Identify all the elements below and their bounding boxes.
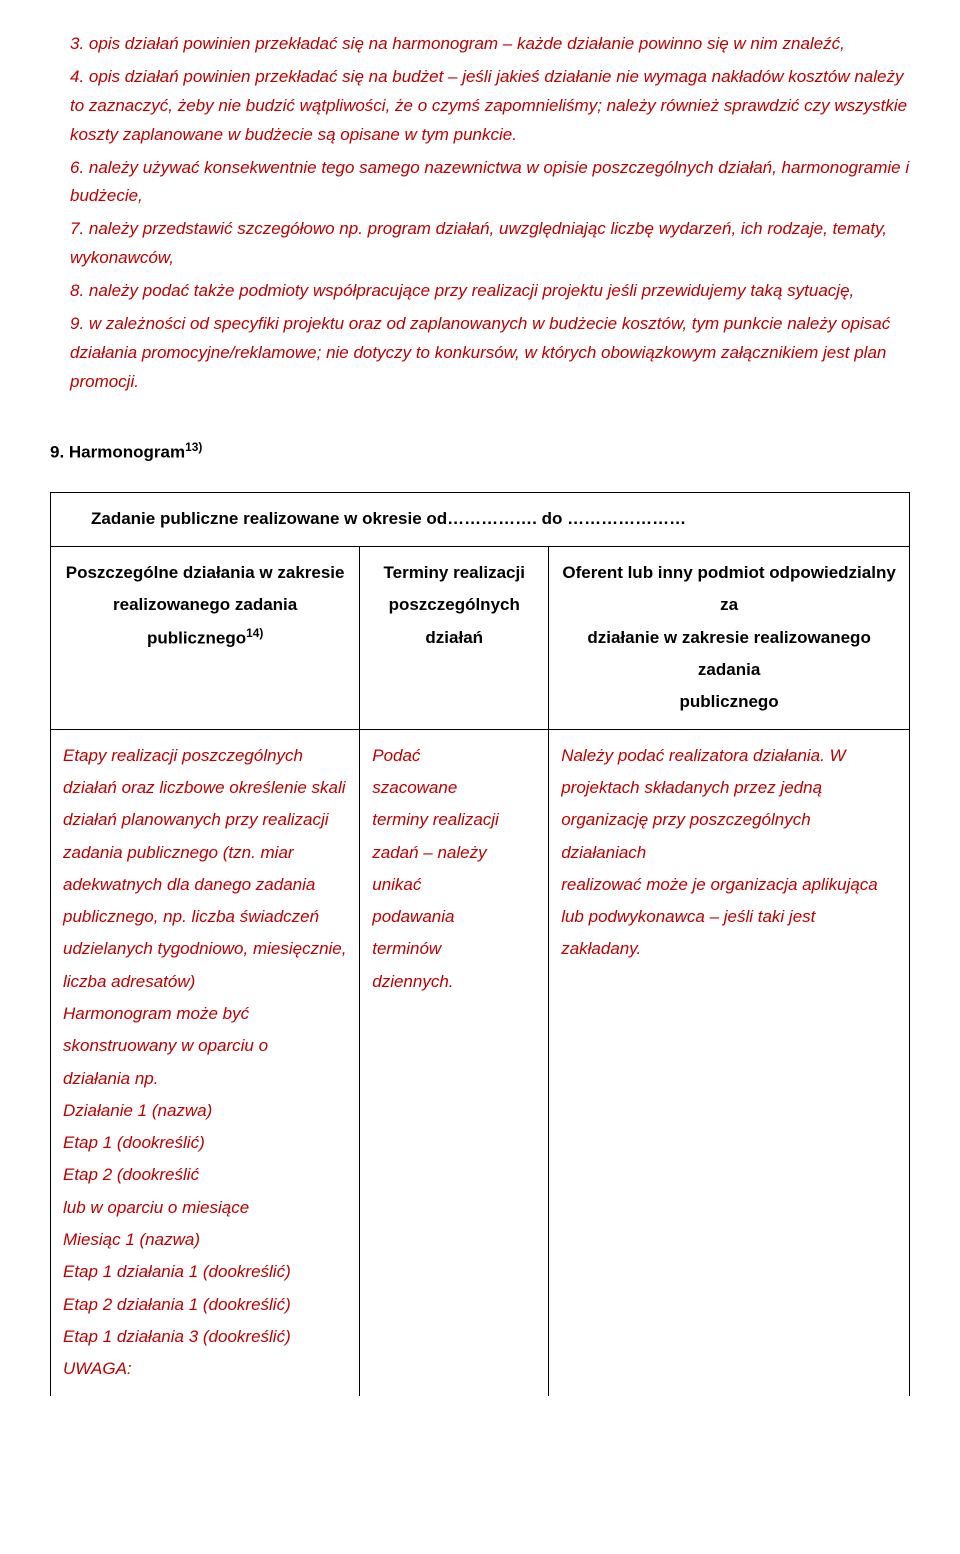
- header-col3: Oferent lub inny podmiot odpowiedzialny …: [549, 547, 910, 729]
- table-body-row: Etapy realizacji poszczególnych działań …: [51, 729, 910, 1395]
- header-col2: Terminy realizacji poszczególnych działa…: [360, 547, 549, 729]
- instruction-list: 3. opis działań powinien przekładać się …: [50, 30, 910, 397]
- table-title-row: Zadanie publiczne realizowane w okresie …: [51, 493, 910, 547]
- list-item-4: 4. opis działań powinien przekładać się …: [50, 63, 910, 150]
- header-col1: Poszczególne działania w zakresie realiz…: [51, 547, 360, 729]
- heading-sup: 13): [185, 440, 202, 454]
- table-header-row: Poszczególne działania w zakresie realiz…: [51, 547, 910, 729]
- heading-text: 9. Harmonogram: [50, 442, 185, 461]
- list-item-7: 7. należy przedstawić szczegółowo np. pr…: [50, 215, 910, 273]
- body-col2: Podaćszacowaneterminy realizacjizadań – …: [360, 729, 549, 1395]
- list-item-9: 9. w zależności od specyfiki projektu or…: [50, 310, 910, 397]
- list-item-3: 3. opis działań powinien przekładać się …: [50, 30, 910, 59]
- harmonogram-table: Zadanie publiczne realizowane w okresie …: [50, 492, 910, 1395]
- table-title: Zadanie publiczne realizowane w okresie …: [63, 505, 897, 534]
- list-item-8: 8. należy podać także podmioty współprac…: [50, 277, 910, 306]
- body-col3: Należy podać realizatora działania. Wpro…: [549, 729, 910, 1395]
- section-heading: 9. Harmonogram13): [50, 437, 910, 468]
- list-item-6: 6. należy używać konsekwentnie tego same…: [50, 154, 910, 212]
- body-col1: Etapy realizacji poszczególnych działań …: [51, 729, 360, 1395]
